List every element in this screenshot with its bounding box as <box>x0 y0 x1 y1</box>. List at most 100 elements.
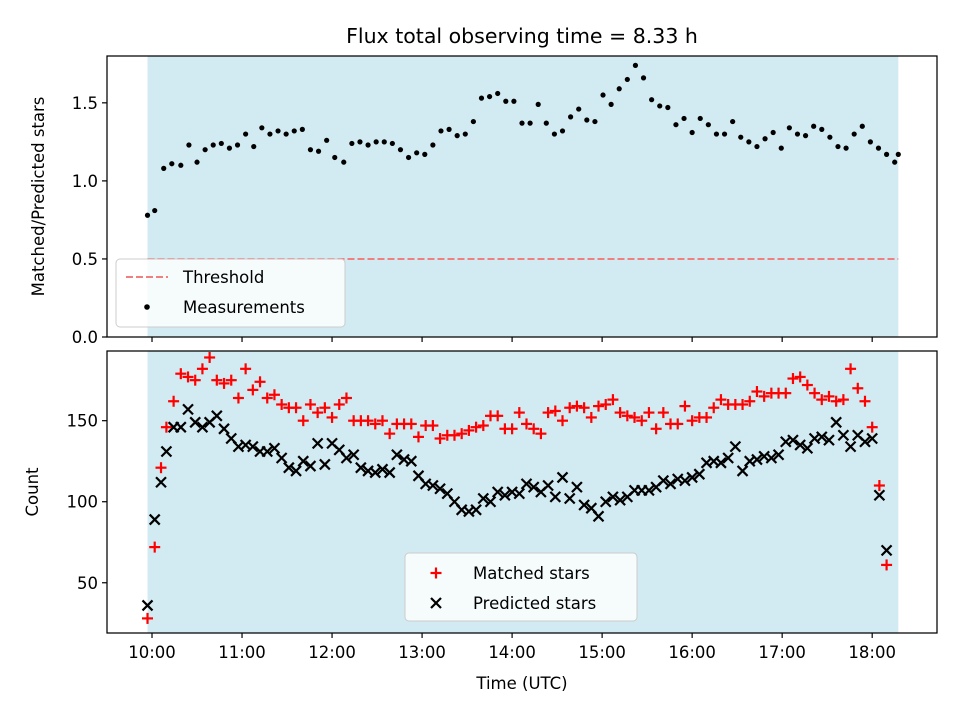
measurement-point <box>762 136 768 142</box>
top-panel: 0.0 0.5 1.0 1.5 Matched/Predicted stars Thr… <box>29 55 938 347</box>
measurement-points <box>144 62 901 218</box>
predicted-star-marker <box>211 410 223 422</box>
predicted-star-marker <box>391 448 403 461</box>
predicted-star-marker <box>491 486 504 498</box>
measurement-point <box>446 126 452 132</box>
predicted-star-marker <box>427 479 439 492</box>
predicted-star-marker <box>830 416 842 429</box>
x-tick-label: 12:00 <box>308 643 356 662</box>
predicted-star-marker <box>311 437 324 450</box>
measurement-point <box>592 118 598 125</box>
measurement-point <box>251 143 257 150</box>
legend-matched-marker <box>430 567 442 579</box>
x-tick-label: 11:00 <box>218 643 266 662</box>
measurement-point <box>144 212 151 218</box>
measurement-point <box>315 148 322 154</box>
legend-box <box>404 552 638 622</box>
measurement-point <box>381 139 387 145</box>
measurement-point <box>802 133 809 139</box>
bottom-x-ticks: 10:00 11:00 12:00 13:00 14:00 15:00 16:00 17:00… <box>128 633 896 662</box>
predicted-star-marker <box>463 505 475 518</box>
predicted-star-marker <box>225 432 238 445</box>
measurement-point <box>454 133 460 139</box>
measurement-point <box>616 86 622 92</box>
predicted-star-marker <box>405 455 418 467</box>
predicted-star-marker <box>247 440 259 453</box>
predicted-star-marker <box>657 474 670 487</box>
predicted-star-marker <box>729 440 742 453</box>
measurement-point <box>835 143 841 150</box>
predicted-star-marker <box>578 499 590 511</box>
predicted-star-marker <box>304 460 317 472</box>
measurement-point <box>202 147 208 153</box>
legend-threshold-label: Threshold <box>182 268 264 287</box>
measurement-point <box>234 142 241 148</box>
predicted-star-marker <box>196 421 209 433</box>
measurement-point <box>600 92 606 98</box>
measurement-point <box>478 95 485 101</box>
measurement-point <box>697 115 703 122</box>
measurement-point <box>495 90 501 97</box>
measurement-point <box>194 159 200 165</box>
x-tick-label: 18:00 <box>848 643 896 662</box>
predicted-star-marker <box>808 432 821 445</box>
x-tick-label: 10:00 <box>128 643 176 662</box>
top-axes-frame <box>106 55 938 338</box>
y-tick-label: 1.5 <box>72 94 98 113</box>
predicted-star-marker <box>275 452 288 464</box>
predicted-star-marker <box>765 452 778 464</box>
measurement-point <box>851 131 857 137</box>
measurement-point <box>746 139 752 145</box>
measurement-point <box>291 128 297 134</box>
predicted-star-marker <box>614 494 626 506</box>
legend-predicted-marker <box>430 597 442 609</box>
predicted-star-marker <box>772 448 785 461</box>
predicted-star-marker <box>297 455 310 467</box>
measurement-point <box>576 106 582 112</box>
predicted-stars-points <box>141 403 893 612</box>
predicted-star-marker <box>369 466 382 479</box>
predicted-star-marker <box>664 478 677 490</box>
predicted-star-marker <box>319 458 331 471</box>
measurement-point <box>794 131 801 137</box>
measurement-point <box>754 143 760 150</box>
measurement-point <box>365 142 371 148</box>
measurement-point <box>883 151 890 157</box>
predicted-star-marker <box>880 544 893 557</box>
measurement-point <box>543 120 549 126</box>
measurement-point <box>657 103 663 109</box>
measurement-point <box>867 139 873 145</box>
y-tick-label: 1.0 <box>72 172 98 191</box>
top-x-ticks <box>151 337 873 342</box>
measurement-point <box>218 140 224 147</box>
predicted-star-marker <box>722 452 734 464</box>
legend-box <box>115 258 346 328</box>
x-tick-label: 15:00 <box>578 643 626 662</box>
measurement-point <box>405 154 412 161</box>
measurement-point <box>243 131 249 137</box>
measurement-point <box>275 128 281 134</box>
measurement-point <box>161 165 167 171</box>
predicted-star-marker <box>441 487 454 500</box>
x-tick-label: 14:00 <box>488 643 536 662</box>
measurement-point <box>673 122 679 128</box>
legend-x-stroke <box>430 597 442 609</box>
measurement-point <box>665 104 671 111</box>
measurement-point <box>713 131 720 137</box>
measurement-point <box>438 128 444 134</box>
measurement-point <box>341 159 347 165</box>
x-tick-label: 17:00 <box>758 643 806 662</box>
predicted-star-marker <box>333 444 346 456</box>
predicted-star-marker <box>715 457 727 469</box>
predicted-star-marker <box>175 421 187 433</box>
predicted-star-marker <box>520 478 533 490</box>
predicted-star-marker <box>815 431 828 443</box>
predicted-star-marker <box>484 495 497 508</box>
predicted-star-marker <box>866 432 878 445</box>
predicted-star-marker <box>542 479 554 492</box>
measurement-point <box>210 142 216 148</box>
predicted-star-marker <box>340 452 353 464</box>
predicted-star-marker <box>556 471 569 484</box>
